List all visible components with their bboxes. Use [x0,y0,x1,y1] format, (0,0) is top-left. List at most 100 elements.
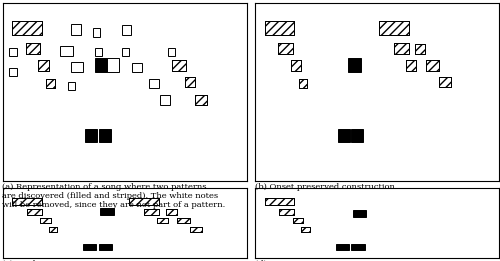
Bar [177,218,190,223]
Bar [426,60,439,70]
Bar [71,62,83,72]
Bar [99,244,112,250]
Bar [196,95,207,104]
Bar [158,218,168,223]
Bar [299,79,308,88]
Bar [196,95,207,104]
Bar [302,227,310,232]
Bar [177,218,190,223]
Bar [158,218,168,223]
Bar [100,208,114,215]
Bar [49,227,58,232]
Bar [415,44,425,55]
Bar [302,227,310,232]
Text: (d) First occurrence construction.: (d) First occurrence construction. [255,260,398,261]
Bar [12,198,42,205]
Bar [26,43,40,55]
Bar [291,60,301,70]
Bar [12,198,42,205]
Bar [406,60,416,70]
Bar [38,60,48,70]
Bar [278,43,293,55]
Bar [265,21,294,35]
Bar [406,60,416,70]
Bar [352,244,365,250]
Bar [95,58,108,72]
Bar [40,218,50,223]
Bar [130,198,158,205]
Bar [280,209,294,215]
Bar [60,45,74,56]
Bar [265,198,294,205]
Bar [40,218,50,223]
Bar [338,129,349,142]
Bar [26,43,40,55]
Bar [278,43,293,55]
Bar [132,62,142,72]
Bar [46,79,55,88]
Bar [166,209,176,215]
Bar [336,244,349,250]
Bar [394,43,408,55]
Bar [122,48,129,56]
Bar [130,198,158,205]
Bar [26,43,40,55]
Bar [68,82,75,90]
Bar [93,28,100,37]
Bar [190,227,202,232]
Bar [439,77,451,87]
Bar [394,43,408,55]
Bar [185,77,196,87]
Bar [293,218,303,223]
Bar [160,95,170,104]
Bar [158,218,168,223]
Bar [352,129,363,142]
Bar [149,79,159,88]
Bar [168,48,175,56]
Bar [293,218,303,223]
Text: (a) Representation of a song where two patterns
are discovered (filled and strip: (a) Representation of a song where two p… [2,183,226,209]
Bar [172,60,186,70]
Bar [380,21,408,35]
Bar [122,25,130,35]
Bar [144,209,158,215]
Bar [291,60,301,70]
Bar [108,58,119,72]
Bar [190,227,202,232]
Bar [265,198,294,205]
Text: (b) Onset preserved construction.: (b) Onset preserved construction. [255,183,398,191]
Bar [144,209,158,215]
Bar [293,218,303,223]
Bar [49,227,58,232]
Bar [172,60,186,70]
Bar [352,210,366,217]
Bar [406,60,416,70]
Bar [49,227,58,232]
Bar [38,60,48,70]
Bar [280,209,294,215]
Bar [86,129,97,142]
Text: (c) Gapless construction.: (c) Gapless construction. [2,260,108,261]
Bar [299,79,308,88]
Bar [99,129,110,142]
Bar [166,209,176,215]
Bar [46,79,55,88]
Bar [426,60,439,70]
Bar [12,21,42,35]
Bar [10,68,16,76]
Bar [415,44,425,55]
Bar [12,198,42,205]
Bar [196,95,207,104]
Bar [38,60,48,70]
Bar [415,44,425,55]
Bar [380,21,408,35]
Bar [130,198,158,205]
Bar [348,58,361,72]
Bar [27,209,42,215]
Bar [265,198,294,205]
Bar [71,24,81,35]
Bar [380,21,408,35]
Bar [27,209,42,215]
Bar [10,48,16,56]
Bar [83,244,96,250]
